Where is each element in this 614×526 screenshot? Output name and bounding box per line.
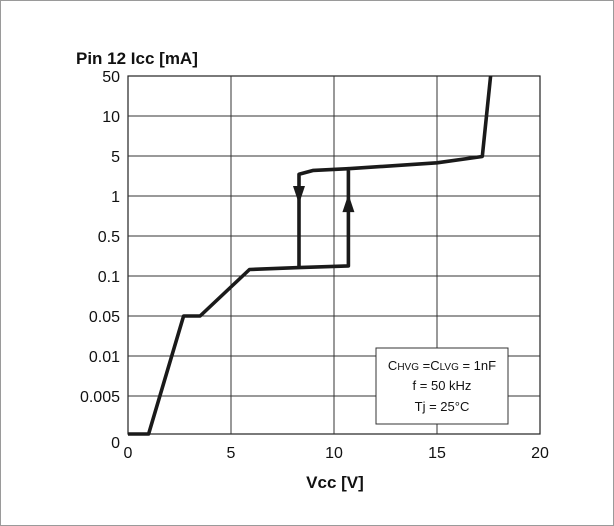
y-tick-label: 0.01 [89,349,120,366]
y-tick-label: 0.1 [98,269,120,286]
arrow-down-icon [292,186,305,204]
y-tick-label: 50 [102,69,120,86]
annotation-line-2: f = 50 kHz [413,378,472,393]
arrow-up-icon [342,194,355,213]
y-tick-label: 10 [102,109,120,126]
x-axis-title: Vcc [V] [306,473,364,492]
annotation-border [375,347,509,425]
annotation-box: CHVG =CLVG = 1nF f = 50 kHz Tj = 25°C [375,347,509,425]
y-tick-label: 0.05 [89,309,120,326]
x-tick-label: 5 [227,445,236,462]
y-tick-label: 5 [111,149,120,166]
y-tick-label: 1 [111,189,120,206]
y-tick-label: 0.005 [80,389,120,406]
series-group [128,75,493,436]
x-tick-label: 10 [325,445,343,462]
y-axis-title: Pin 12 Icc [mA] [76,49,198,68]
x-tick-label: 15 [428,445,446,462]
x-tick-label: 0 [124,445,133,462]
annotation-line-1: CHVG =CLVG = 1nF [388,358,496,373]
y-tick-label: 0.5 [98,229,120,246]
x-tick-label: 20 [531,445,549,462]
y-tick-label: 0 [111,435,120,452]
series-line-2 [297,166,349,268]
arrows [292,186,355,213]
annotation-line-3: Tj = 25°C [415,399,470,414]
